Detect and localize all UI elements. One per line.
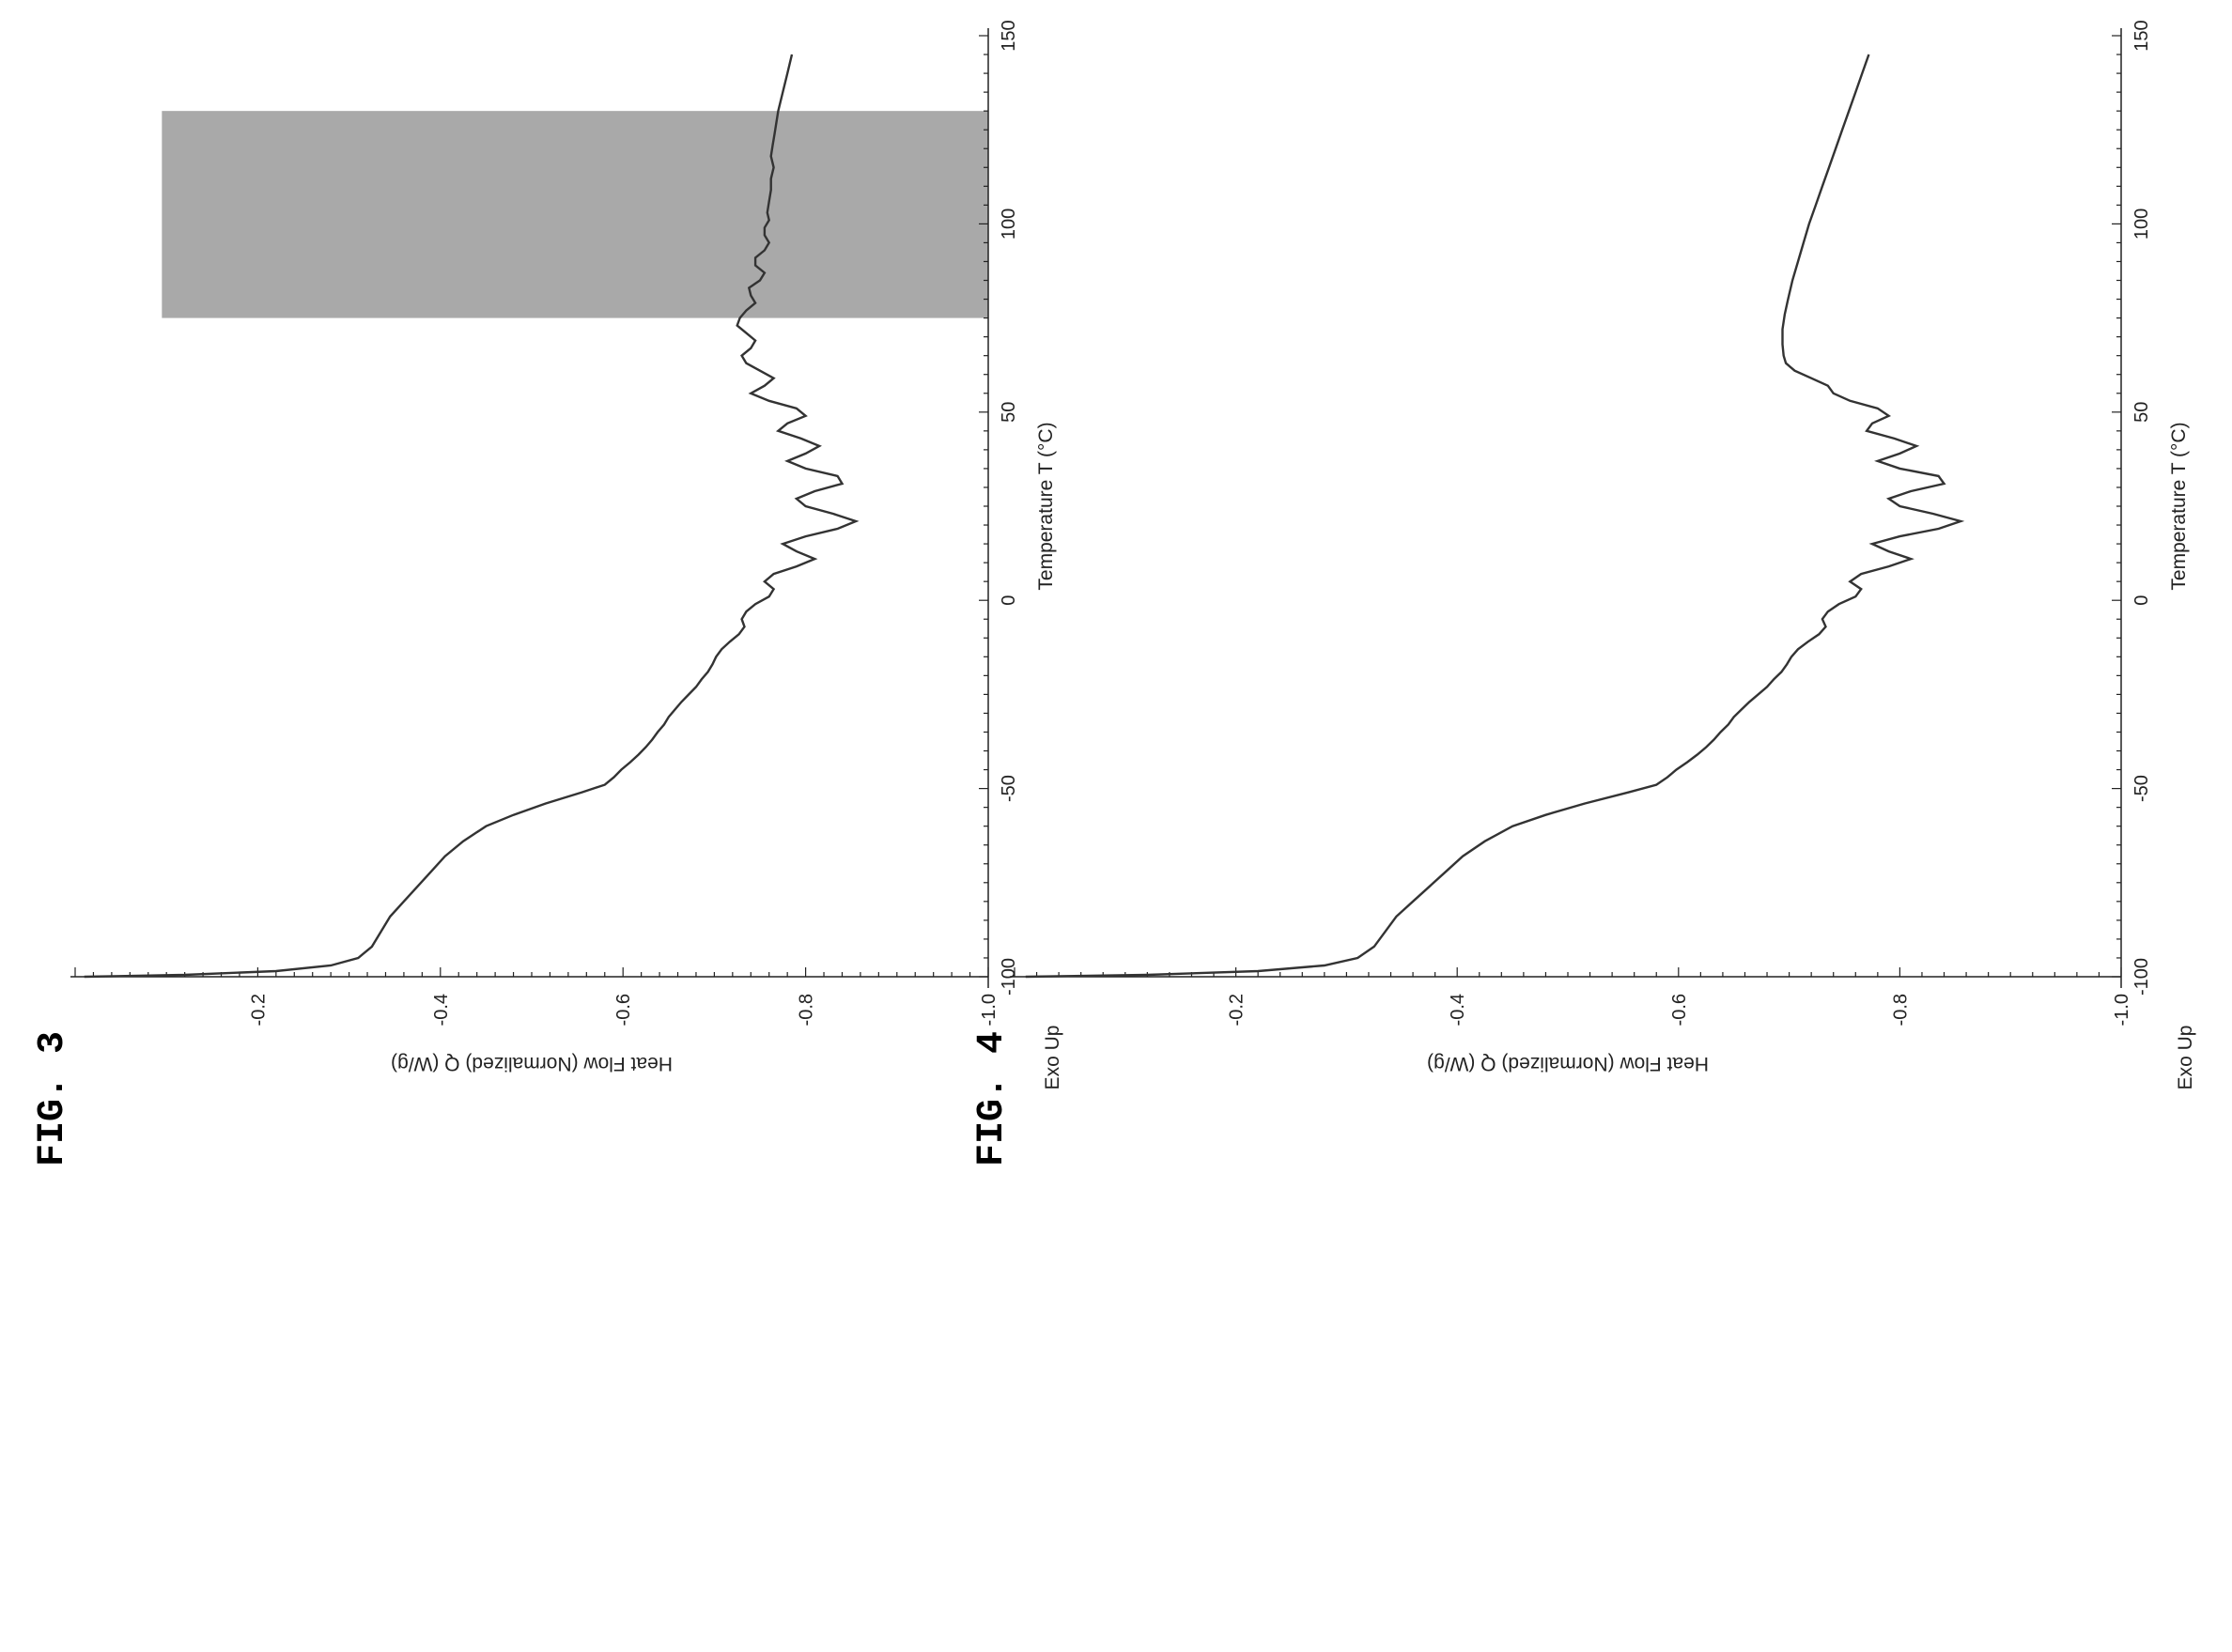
- heat-flow-tick-label: -0.4: [431, 994, 452, 1026]
- exo-up-label: Exo Up: [1042, 1026, 1063, 1090]
- temperature-tick-label: 50: [2131, 402, 2152, 423]
- heat-flow-tick-label: -0.8: [1890, 994, 1911, 1026]
- heat-flow-tick-label: -1.0: [979, 994, 1000, 1026]
- heat-flow-tick-label: -1.0: [2112, 994, 2132, 1026]
- temperature-tick-label: -50: [999, 775, 1019, 802]
- temperature-tick-label: 150: [999, 20, 1019, 51]
- temperature-tick-label: -100: [2131, 958, 2152, 996]
- heat-flow-axis-label: Heat Flow (Normalized) Q (W/g): [1427, 1053, 1709, 1074]
- heat-flow-tick-label: -0.8: [797, 994, 817, 1026]
- fig4-chart: -100 -50 0 50 100 150 -0.2 -0.4 -0.6 -0.8 -1.0 Temp…: [971, 20, 2196, 1166]
- temperature-tick-label: 150: [2131, 20, 2152, 51]
- temperature-tick-label: 50: [999, 402, 1019, 423]
- shaded-region: [162, 111, 989, 318]
- figure-label: FIG. 4: [971, 1031, 1014, 1166]
- temperature-tick-label: 0: [999, 595, 1019, 606]
- temperature-tick-label: 100: [2131, 208, 2152, 239]
- temperature-axis-label: Temperature T (°C): [2168, 422, 2190, 590]
- heat-flow-tick-label: -0.4: [1448, 994, 1468, 1026]
- heat-flow-curve: [1025, 54, 1965, 979]
- heat-flow-axis-label: Heat Flow (Normalized) Q (W/g): [391, 1053, 673, 1074]
- temperature-axis-label: Temperature T (°C): [1035, 422, 1057, 590]
- heat-flow-tick-label: -0.2: [1227, 994, 1248, 1026]
- heat-flow-tick-label: -0.2: [248, 994, 269, 1026]
- heat-flow-tick-label: -0.6: [1669, 994, 1690, 1026]
- exo-up-label: Exo Up: [2175, 1026, 2196, 1090]
- fig3-chart: -100 -50 0 50 100 150 -0.2 -0.4 -0.6 -0.8 -1.0 Temp…: [32, 20, 1063, 1166]
- temperature-tick-label: 100: [999, 208, 1019, 239]
- heat-flow-curve: [84, 54, 860, 979]
- heat-flow-tick-label: -0.6: [613, 994, 634, 1026]
- temperature-tick-label: -100: [999, 958, 1019, 996]
- temperature-tick-label: -50: [2131, 775, 2152, 802]
- figure-label: FIG. 3: [32, 1031, 74, 1166]
- temperature-tick-label: 0: [2131, 595, 2152, 606]
